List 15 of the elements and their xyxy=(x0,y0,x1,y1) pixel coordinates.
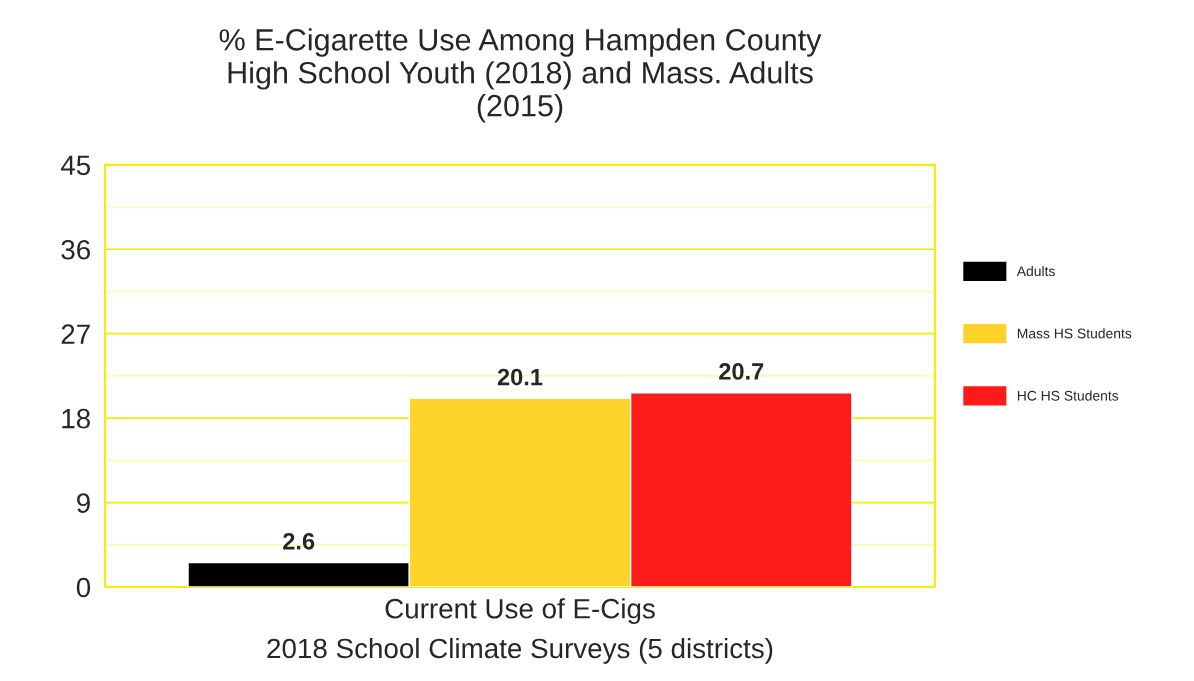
y-tick-label: 27 xyxy=(61,324,90,344)
y-tick-label: 36 xyxy=(61,239,90,260)
y-tick-label: 45 xyxy=(60,155,91,176)
chart-title: % E-Cigarette Use Among Hampden County High School Youth (2018) and Mass. Adults (2015) xyxy=(219,28,822,123)
y-tick-label: 9 xyxy=(77,493,90,513)
x-tick-label: Current Use of E-Cigs xyxy=(385,598,655,625)
y-tick-label: 18 xyxy=(62,408,90,429)
x-axis-title: 2018 School Climate Surveys (5 districts) xyxy=(267,637,773,664)
legend-label: Mass HS Students xyxy=(1017,328,1132,339)
y-tick-label: 0 xyxy=(76,577,91,598)
data-label: 20.7 xyxy=(719,363,764,380)
data-label: 2.6 xyxy=(283,532,315,550)
legend-label: Adults xyxy=(1016,265,1055,277)
legend-label: HC HS Students xyxy=(1017,390,1119,401)
data-label: 20.1 xyxy=(497,368,543,386)
